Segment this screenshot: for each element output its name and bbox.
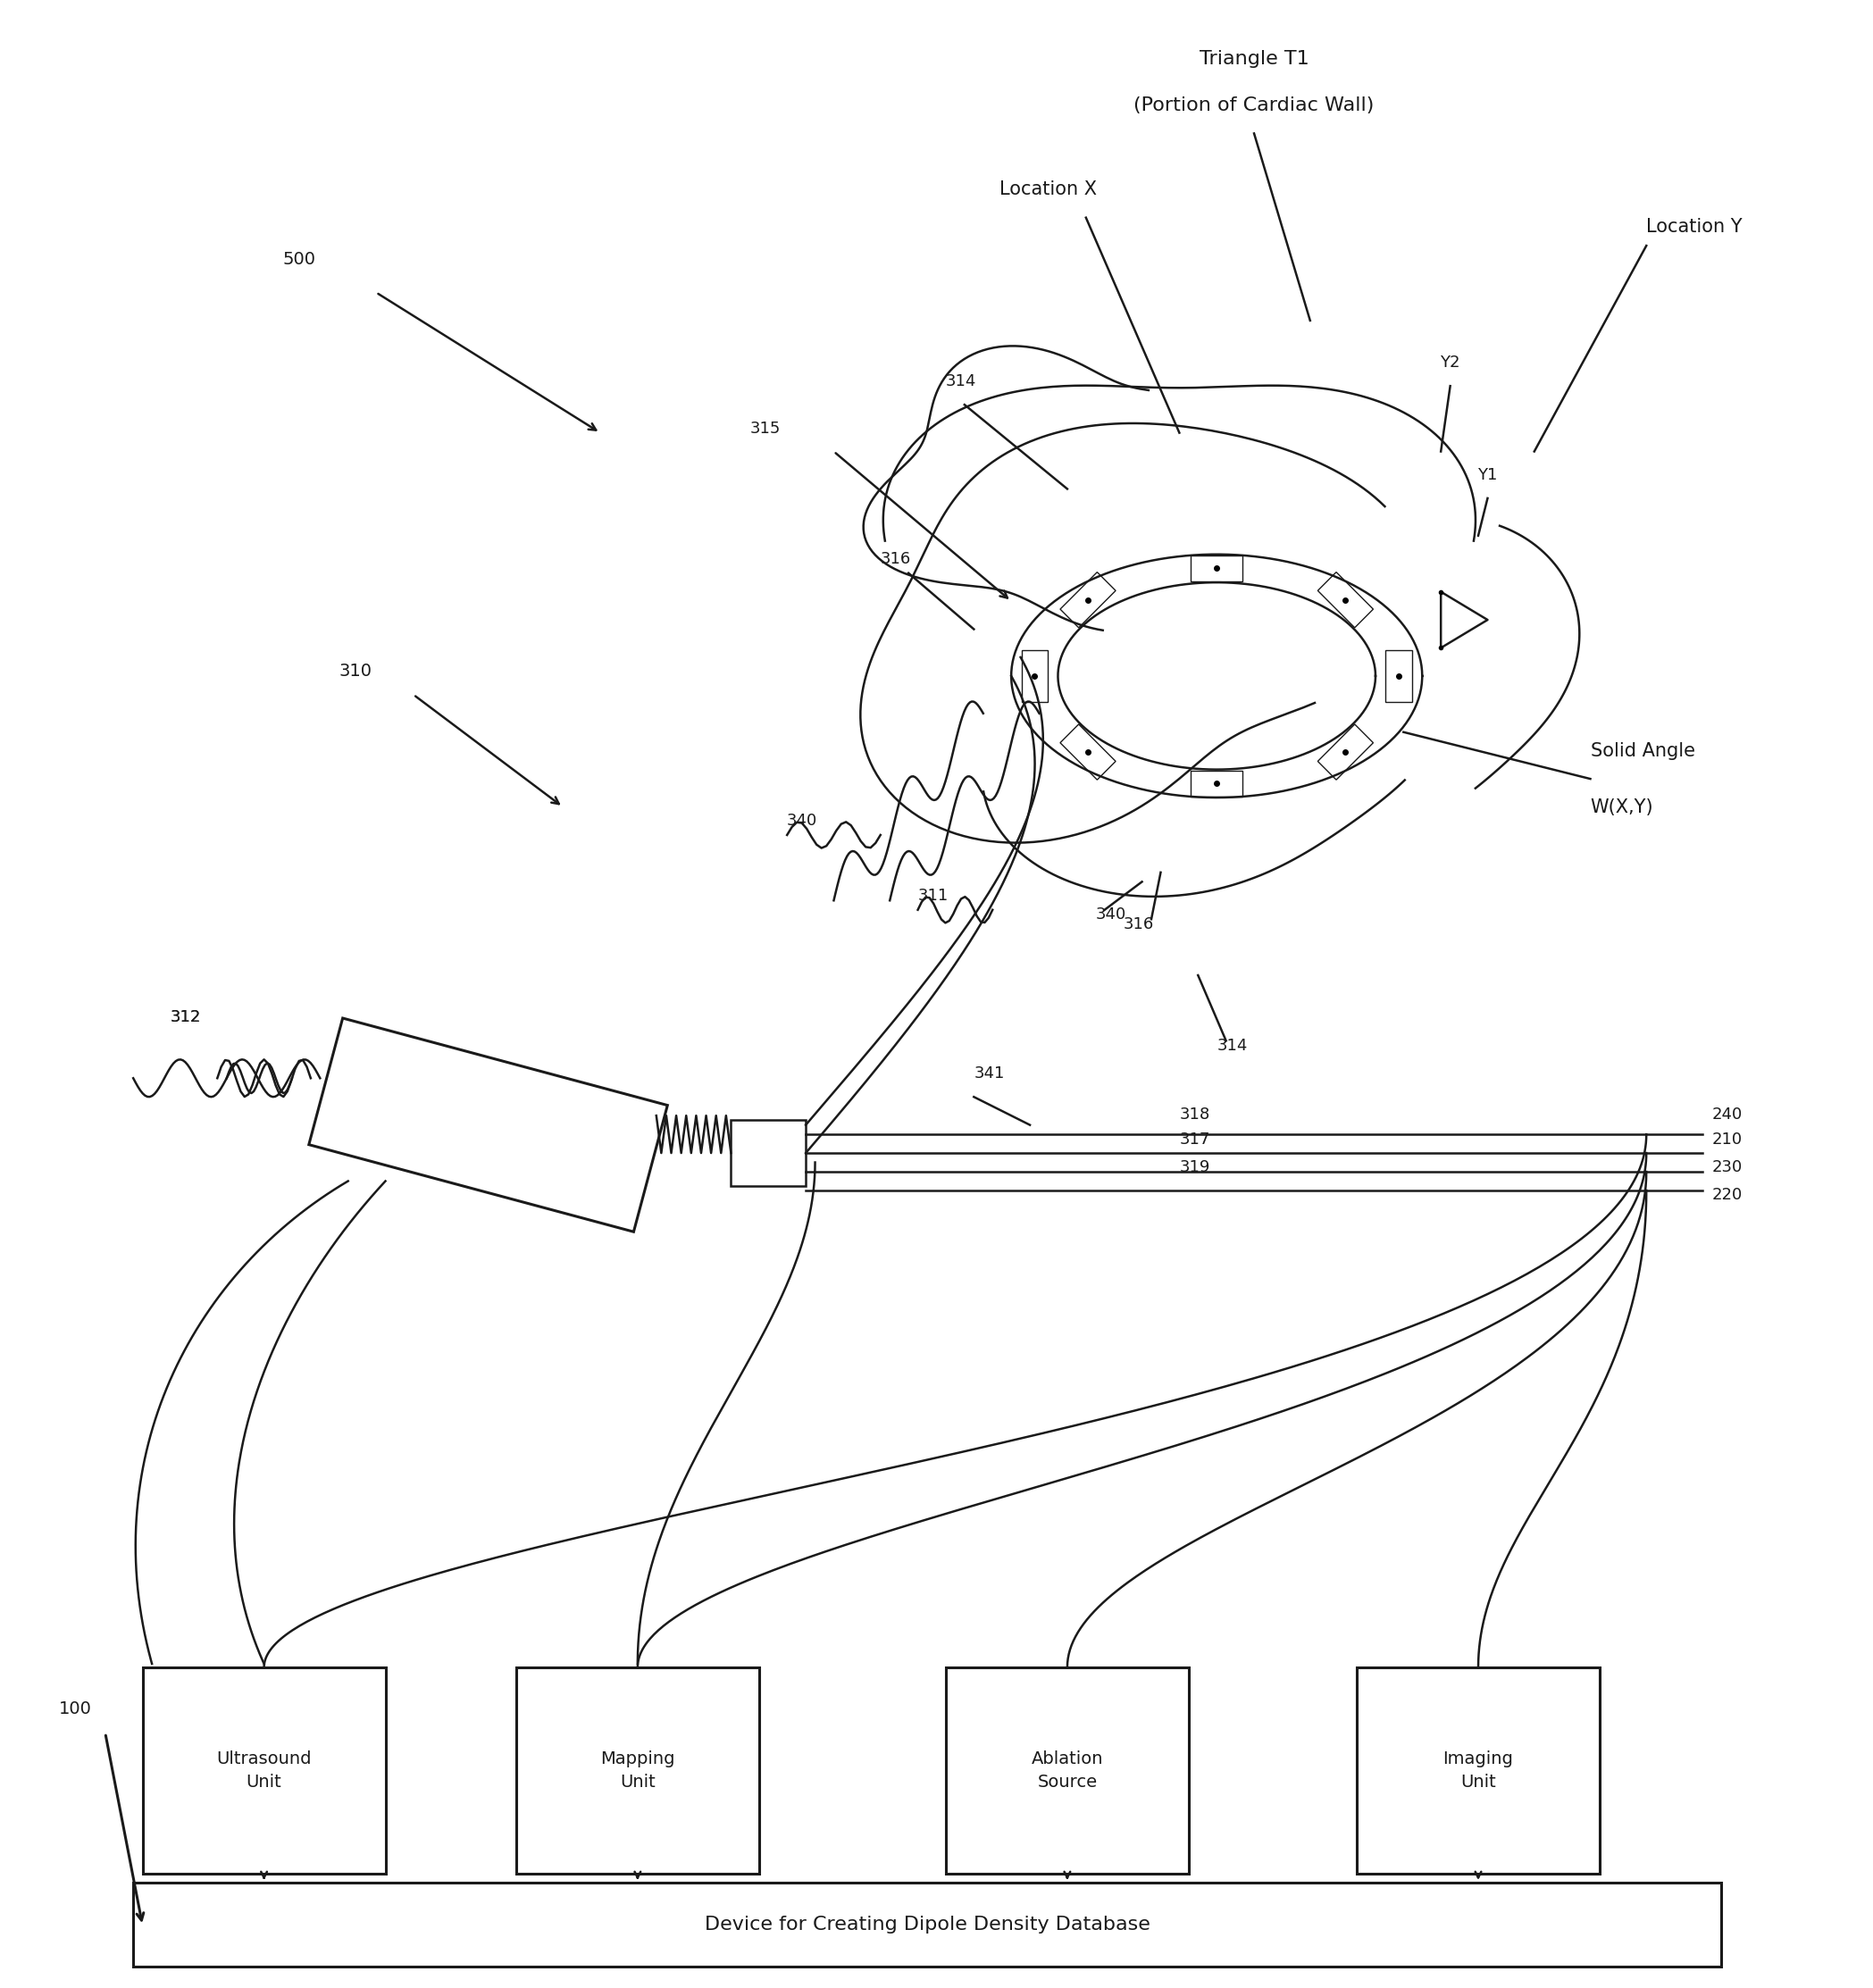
- Text: Y2: Y2: [1440, 354, 1461, 372]
- Text: 240: 240: [1712, 1107, 1742, 1123]
- Bar: [517, 1668, 759, 1873]
- Text: 310: 310: [339, 662, 371, 680]
- Text: Y1: Y1: [1478, 467, 1498, 483]
- Text: Ultrasound
Unit: Ultrasound Unit: [217, 1749, 311, 1791]
- Bar: [1356, 1668, 1600, 1873]
- Bar: [1021, 650, 1047, 702]
- Bar: [142, 1668, 386, 1873]
- Text: 340: 340: [787, 813, 819, 829]
- Text: 312: 312: [170, 1010, 200, 1026]
- Text: 340: 340: [1096, 907, 1126, 922]
- Text: 317: 317: [1180, 1131, 1210, 1147]
- Bar: [1191, 771, 1244, 797]
- Text: Device for Creating Dipole Density Database: Device for Creating Dipole Density Datab…: [704, 1916, 1150, 1934]
- Bar: [1319, 724, 1373, 779]
- Text: 311: 311: [918, 889, 948, 905]
- Bar: [1060, 573, 1116, 628]
- Text: Location Y: Location Y: [1646, 219, 1742, 237]
- Text: (Portion of Cardiac Wall): (Portion of Cardiac Wall): [1133, 97, 1375, 113]
- Bar: [133, 1883, 1721, 1966]
- Text: 314: 314: [946, 374, 976, 390]
- Text: Imaging
Unit: Imaging Unit: [1442, 1749, 1513, 1791]
- Polygon shape: [309, 1018, 667, 1233]
- Bar: [1386, 650, 1412, 702]
- Text: 312: 312: [170, 1010, 200, 1026]
- Text: W(X,Y): W(X,Y): [1590, 797, 1654, 815]
- Text: Ablation
Source: Ablation Source: [1032, 1749, 1103, 1791]
- Text: 319: 319: [1180, 1159, 1210, 1175]
- Text: Solid Angle: Solid Angle: [1590, 742, 1695, 759]
- Text: Triangle T1: Triangle T1: [1199, 50, 1309, 68]
- Text: Mapping
Unit: Mapping Unit: [601, 1749, 674, 1791]
- Text: 314: 314: [1217, 1038, 1247, 1054]
- Text: 318: 318: [1180, 1107, 1210, 1123]
- Text: 220: 220: [1712, 1187, 1742, 1203]
- Bar: [1191, 555, 1244, 582]
- Bar: [1319, 573, 1373, 628]
- Text: 315: 315: [749, 419, 781, 435]
- Text: 500: 500: [283, 250, 317, 268]
- Text: 316: 316: [880, 551, 910, 567]
- Text: 100: 100: [58, 1702, 92, 1718]
- Text: 341: 341: [974, 1066, 1004, 1081]
- Text: 230: 230: [1712, 1159, 1742, 1175]
- Text: 210: 210: [1712, 1131, 1742, 1147]
- Bar: [946, 1668, 1189, 1873]
- Text: Location X: Location X: [1000, 181, 1098, 199]
- Text: 316: 316: [1124, 916, 1154, 932]
- Bar: [1060, 724, 1116, 779]
- Bar: [730, 1121, 805, 1185]
